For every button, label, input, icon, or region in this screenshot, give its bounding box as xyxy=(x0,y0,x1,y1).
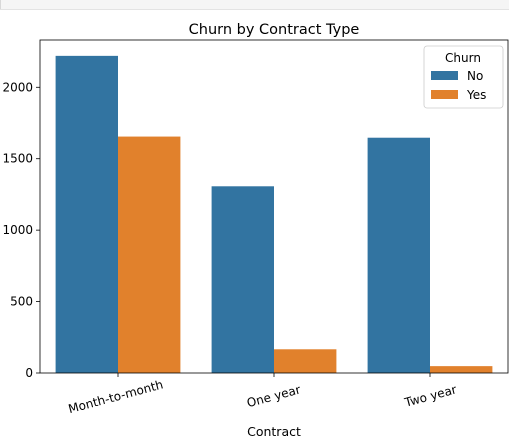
x-axis-label: Contract xyxy=(247,424,301,439)
bar-one-year-yes xyxy=(274,349,337,373)
y-axis: 0 500 1000 1500 2000 xyxy=(2,80,40,380)
x-tick-label: One year xyxy=(245,382,302,410)
bar-two-year-yes xyxy=(430,366,493,373)
notebook-toolbar-strip xyxy=(0,0,509,10)
toolbar-divider xyxy=(0,0,1,9)
y-tick-label: 500 xyxy=(10,295,33,309)
x-axis: Month-to-month One year Two year xyxy=(67,373,458,416)
bar-month-to-month-no xyxy=(55,55,118,374)
x-tick-label: Month-to-month xyxy=(67,377,165,416)
chart-title: Churn by Contract Type xyxy=(189,22,360,38)
legend-label-yes: Yes xyxy=(466,88,486,102)
bar-two-year-no xyxy=(367,137,430,373)
y-tick-label: 1500 xyxy=(2,152,33,166)
y-axis-label: count xyxy=(0,189,2,224)
bars-layer xyxy=(55,55,493,374)
legend-label-no: No xyxy=(467,69,483,83)
legend: Churn No Yes xyxy=(423,45,504,109)
legend-swatch-yes xyxy=(431,90,458,99)
bar-one-year-no xyxy=(211,186,274,373)
y-tick-label: 1000 xyxy=(2,223,33,237)
legend-swatch-no xyxy=(431,71,458,80)
legend-title: Churn xyxy=(445,51,481,65)
y-tick-label: 2000 xyxy=(2,80,33,94)
bar-month-to-month-yes xyxy=(118,136,181,373)
plot-frame xyxy=(39,39,509,374)
y-tick-label: 0 xyxy=(25,366,33,380)
x-tick-label: Two year xyxy=(402,382,458,410)
